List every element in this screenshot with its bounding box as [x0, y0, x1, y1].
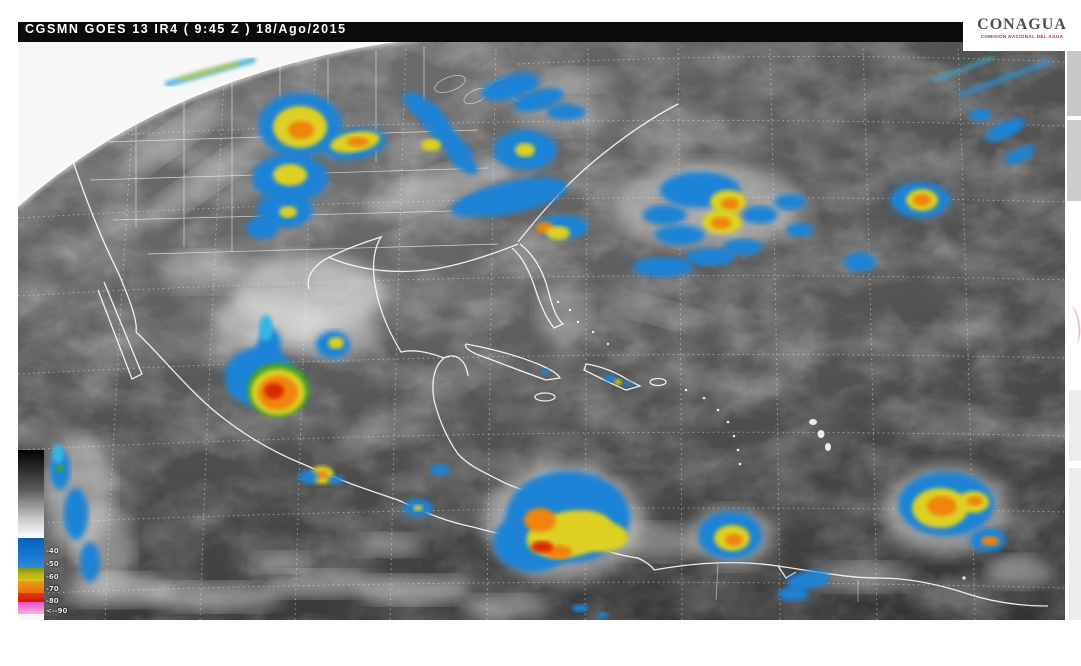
storm-west-atlantic: [633, 172, 876, 277]
storm-gulf-small: [316, 331, 350, 359]
page-edge-fragment: [1067, 120, 1081, 201]
coastlines: [69, 103, 1049, 607]
storm-central-caribbean: [698, 511, 830, 601]
storm-pacific-edge: [50, 444, 100, 582]
scale-label: -40: [46, 547, 59, 555]
page-edge-fragment: [1069, 390, 1081, 461]
scale-label: -70: [46, 585, 59, 593]
title-bar: CGSMN GOES 13 IR4 ( 9:45 Z ) 18/Ago/2015: [18, 22, 963, 42]
scale-label: -80: [46, 597, 59, 605]
scale-grayscale: [18, 450, 44, 538]
color-scale: [18, 450, 44, 620]
satellite-image: CGSMN GOES 13 IR4 ( 9:45 Z ) 18/Ago/2015…: [18, 22, 1065, 620]
scale-label: -60: [46, 573, 59, 581]
scale-red: [18, 593, 44, 602]
small-specks: [541, 369, 633, 618]
satellite-render: [18, 22, 1065, 620]
storm-south-mexico: [298, 464, 450, 517]
page-edge-fragment: [1069, 468, 1081, 620]
scale-yellow: [18, 568, 44, 581]
page-fragment-pink: [1065, 305, 1081, 345]
storm-great-lakes: [402, 73, 588, 240]
title-text: CGSMN GOES 13 IR4 ( 9:45 Z ) 18/Ago/2015: [25, 22, 347, 36]
storm-north-plains: [246, 93, 387, 239]
convective-cells: [50, 73, 1035, 618]
scale-magenta: [18, 602, 44, 614]
scale-label: <--90: [46, 607, 68, 615]
space-background: [18, 22, 518, 207]
storm-trinidad: [898, 472, 1006, 552]
scale-blue: [18, 538, 44, 568]
storm-panama: [493, 471, 630, 572]
conagua-logo: CONAGUA COMISIÓN NACIONAL DEL AGUA: [963, 15, 1081, 51]
storm-central-mexico: [225, 315, 309, 417]
conagua-subtitle: COMISIÓN NACIONAL DEL AGUA: [980, 34, 1064, 39]
scale-white: [18, 614, 44, 620]
storm-right-edge: [968, 109, 1035, 165]
island-dots: [556, 300, 966, 580]
limb-streaks-left: [165, 57, 256, 87]
storm-central-atlantic: [890, 182, 950, 218]
conagua-wordmark: CONAGUA: [977, 16, 1067, 33]
scale-orange: [18, 581, 44, 593]
scale-label: -50: [46, 560, 59, 568]
